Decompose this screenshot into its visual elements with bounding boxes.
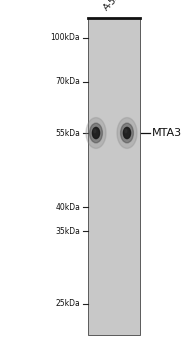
Text: 25kDa: 25kDa bbox=[55, 300, 80, 308]
Ellipse shape bbox=[94, 129, 96, 133]
Ellipse shape bbox=[90, 123, 102, 143]
Ellipse shape bbox=[86, 118, 106, 148]
Ellipse shape bbox=[125, 129, 127, 133]
Text: 70kDa: 70kDa bbox=[55, 77, 80, 86]
Text: 55kDa: 55kDa bbox=[55, 128, 80, 138]
Ellipse shape bbox=[117, 118, 137, 148]
Bar bbox=[88, 18, 140, 335]
Text: 35kDa: 35kDa bbox=[55, 226, 80, 236]
Text: 40kDa: 40kDa bbox=[55, 203, 80, 211]
Ellipse shape bbox=[92, 127, 100, 139]
Ellipse shape bbox=[123, 127, 131, 139]
Text: 100kDa: 100kDa bbox=[50, 34, 80, 42]
Text: MTA3: MTA3 bbox=[152, 128, 182, 138]
Ellipse shape bbox=[121, 123, 133, 143]
Text: A-549: A-549 bbox=[102, 0, 127, 12]
